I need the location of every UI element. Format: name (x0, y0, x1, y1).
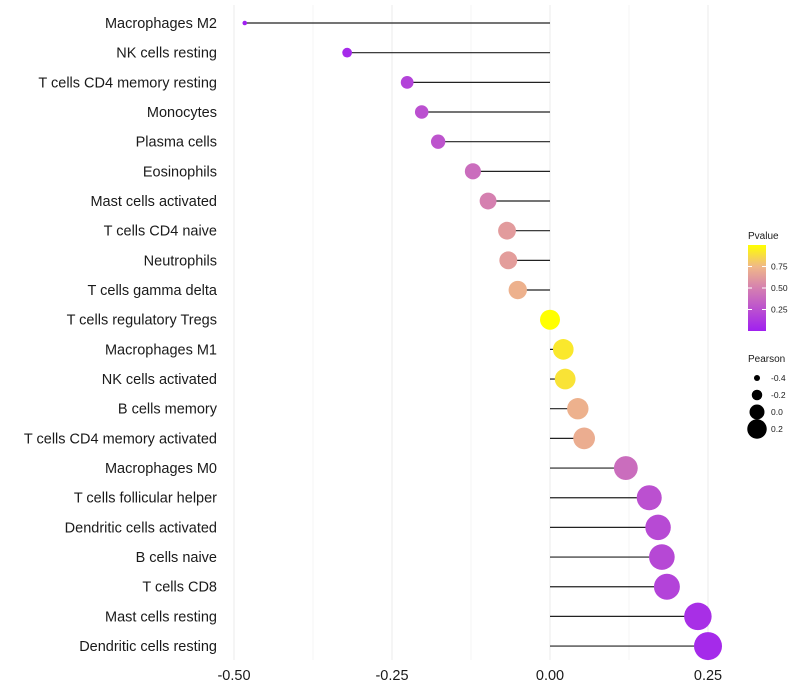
y-tick-label: T cells CD4 naive (104, 224, 217, 240)
size-key (751, 389, 763, 401)
color-legend-bar (748, 245, 766, 331)
point (645, 514, 671, 541)
color-tick-label: 0.25 (771, 305, 788, 315)
point (554, 368, 576, 390)
point (430, 134, 446, 149)
point (684, 602, 712, 631)
size-legend-keys: -0.4 -0.2 0.0 0.2 (747, 373, 786, 439)
color-legend-title: Pvalue (748, 231, 779, 242)
point (552, 339, 574, 360)
point (573, 427, 595, 450)
x-axis-labels: -0.50 -0.25 0.00 0.25 (217, 668, 722, 684)
point (613, 456, 638, 480)
point (694, 632, 722, 661)
y-tick-label: Macrophages M2 (105, 16, 217, 32)
points (242, 20, 722, 661)
size-key-label: -0.4 (771, 373, 786, 383)
x-tick-label: 0.00 (536, 668, 564, 684)
point (464, 163, 481, 180)
point (242, 20, 248, 26)
point (636, 485, 662, 511)
stems (244, 22, 708, 647)
y-tick-label: Mast cells resting (105, 609, 217, 625)
y-tick-label: T cells gamma delta (88, 283, 218, 299)
y-tick-label: Dendritic cells resting (79, 639, 217, 655)
y-tick-label: Plasma cells (136, 135, 217, 151)
y-tick-label: T cells regulatory Tregs (67, 313, 217, 329)
point (414, 105, 429, 119)
point (567, 398, 589, 420)
point (540, 309, 560, 330)
y-tick-label: Mast cells activated (90, 194, 217, 210)
y-tick-label: T cells CD8 (142, 580, 217, 596)
y-tick-label: T cells CD4 memory resting (38, 75, 217, 91)
y-tick-label: B cells naive (136, 550, 217, 566)
size-key-label: 0.2 (771, 424, 783, 434)
size-key (753, 374, 761, 382)
y-tick-label: Macrophages M1 (105, 342, 217, 358)
point (649, 544, 675, 570)
color-legend-ticks: 0.25 0.50 0.75 (748, 262, 788, 315)
point (479, 192, 497, 210)
color-tick-label: 0.50 (771, 283, 788, 293)
x-tick-label: -0.25 (375, 668, 408, 684)
size-key (747, 419, 767, 439)
y-axis-labels: Macrophages M2 NK cells resting T cells CD… (24, 16, 218, 655)
y-tick-label: T cells follicular helper (74, 491, 217, 507)
size-legend-title: Pearson (748, 354, 785, 365)
size-key-label: 0.0 (771, 407, 783, 417)
y-tick-label: NK cells resting (116, 46, 217, 62)
x-tick-label: -0.50 (217, 668, 250, 684)
legend: Pvalue 0.25 0.50 0.75 Pearson -0.4 -0.2 0.0 0… (747, 231, 788, 439)
y-tick-label: Macrophages M0 (105, 461, 217, 477)
point (508, 280, 527, 300)
point (653, 573, 680, 600)
y-tick-label: B cells memory (118, 402, 218, 418)
point (499, 251, 518, 270)
point (342, 47, 352, 58)
point (498, 221, 516, 240)
color-tick-label: 0.75 (771, 262, 788, 272)
x-tick-label: 0.25 (694, 668, 722, 684)
size-key (749, 404, 765, 420)
y-tick-label: NK cells activated (102, 372, 217, 388)
size-key-label: -0.2 (771, 390, 786, 400)
point (400, 75, 414, 89)
y-tick-label: Neutrophils (144, 253, 217, 269)
grid-lines (233, 5, 709, 660)
y-tick-label: Dendritic cells activated (65, 520, 217, 536)
y-tick-label: T cells CD4 memory activated (24, 431, 217, 447)
y-tick-label: Monocytes (147, 105, 217, 121)
y-tick-label: Eosinophils (143, 164, 217, 180)
